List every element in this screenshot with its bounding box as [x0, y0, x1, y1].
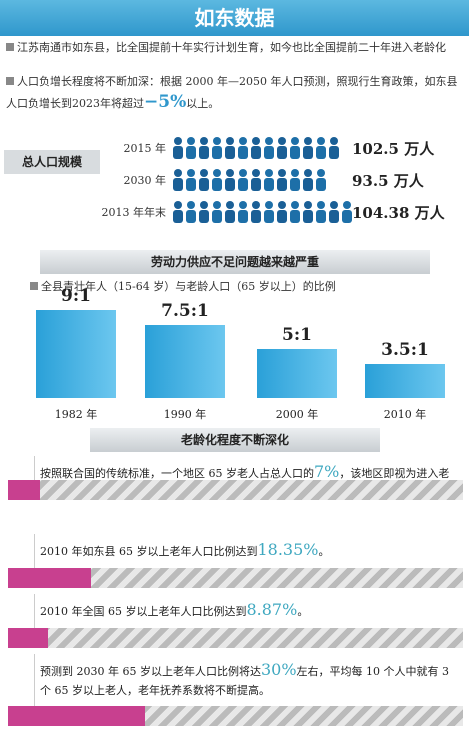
highlight: −5% [144, 92, 187, 112]
item-text: 预测到 2030 年 65 岁以上老年人口比例将达30%左右，平均每 10 个人… [40, 660, 460, 700]
people-icons [173, 201, 352, 223]
bullet: 江苏南通市如东县，比全国提前十年实行计划生育，如今也比全国提前二十年进入老龄化 [6, 38, 466, 58]
item-value: 30% [260, 660, 297, 679]
bar-label: 7.5:1 [161, 300, 209, 321]
bar-year: 1982 年 [54, 408, 98, 421]
item-value: 8.87% [246, 600, 298, 619]
row-value: 104.38 万人 [352, 204, 445, 222]
bar [145, 324, 225, 398]
item-text: 。 [297, 605, 309, 618]
people-icons [173, 169, 326, 191]
bar [365, 363, 445, 398]
item-text: 按照联合国的传统标准，一个地区 65 岁老人占总人口的 [40, 467, 314, 480]
progress-track [8, 628, 463, 648]
divider [34, 534, 35, 568]
row-year: 2013 年年末 [101, 206, 167, 219]
header: 如东数据 [0, 0, 469, 36]
bullet-text: 江苏南通市如东县，比全国提前十年实行计划生育，如今也比全国提前二十年进入老龄化 [17, 41, 446, 54]
progress-track [8, 568, 463, 588]
bar [257, 349, 337, 398]
banner: 劳动力供应不足问题越来越严重 [40, 250, 430, 274]
row-value: 93.5 万人 [352, 172, 424, 190]
bar-label: 5:1 [282, 325, 312, 345]
bullet-text: 以上。 [186, 97, 220, 110]
row-year: 2030 年 [123, 174, 167, 187]
divider [34, 594, 35, 628]
item-text: 。 [318, 545, 330, 558]
item-text: 2010 年全国 65 岁以上老年人口比例达到 [40, 605, 247, 618]
progress-fill [8, 568, 92, 588]
progress-fill [8, 480, 40, 500]
item-text: 2010 年如东县 65 岁以上老年人口比例达到 [40, 545, 258, 558]
bullet: 人口负增长程度将不断加深：根据 2000 年—2050 年人口预测，照现行生育政… [6, 72, 466, 114]
row-value: 102.5 万人 [352, 140, 435, 158]
item-value: 18.35% [257, 540, 319, 559]
progress-fill [8, 628, 49, 648]
item-value: 7% [314, 462, 340, 481]
bar [36, 309, 116, 398]
bar-year: 2010 年 [383, 408, 427, 421]
item-text: 2010 年全国 65 岁以上老年人口比例达到8.87%。 [40, 600, 460, 621]
subtitle: 全县青壮年人（15-64 岁）与老龄人口（65 岁以上）的比例 [30, 278, 336, 294]
divider [34, 654, 35, 706]
banner: 老龄化程度不断深化 [90, 428, 380, 452]
item-text: 左右，平均每 10 个人中就有 3 个 65 岁以上老人，老年抚养系数将不断提高… [40, 665, 450, 697]
bullet-text: 人口负增长程度将不断加深：根据 2000 年—2050 年人口预测，照现行生育政… [6, 75, 458, 110]
bar-label: 9:1 [61, 285, 91, 306]
item-text: 2010 年如东县 65 岁以上老年人口比例达到18.35%。 [40, 540, 460, 561]
progress-track [8, 480, 463, 500]
item-text: 预测到 2030 年 65 岁以上老年人口比例将达 [40, 665, 261, 678]
progress-fill [8, 706, 145, 726]
population-label: 总人口规模 [4, 150, 100, 174]
bar-year: 1990 年 [163, 408, 207, 421]
divider [34, 456, 35, 480]
row-year: 2015 年 [123, 142, 167, 155]
people-icons [173, 137, 339, 159]
subtitle-text: 全县青壮年人（15-64 岁）与老龄人口（65 岁以上）的比例 [41, 280, 336, 293]
bar-label: 3.5:1 [381, 339, 429, 360]
bar-year: 2000 年 [275, 408, 319, 421]
progress-track [8, 706, 463, 726]
